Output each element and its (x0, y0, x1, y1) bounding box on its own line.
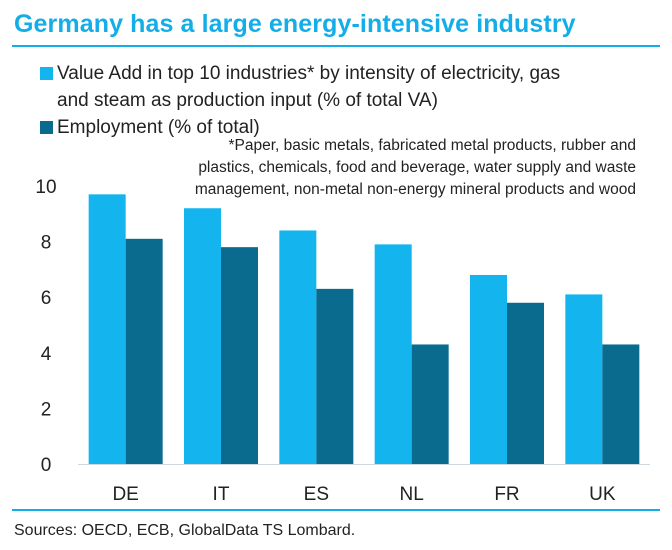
footnote: *Paper, basic metals, fabricated metal p… (195, 135, 636, 201)
y-tick-label-6: 6 (41, 288, 52, 309)
title-rule-top (12, 45, 660, 47)
x-tick-label-es: ES (304, 484, 329, 505)
bar-fr-employment (507, 302, 544, 464)
bar-nl-value-add (374, 244, 412, 464)
x-tick-label-nl: NL (400, 484, 424, 505)
bar-nl-employment (411, 344, 449, 464)
chart-title: Germany has a large energy-intensive ind… (14, 10, 576, 38)
x-tick-label-it: IT (213, 484, 230, 505)
bar-it-value-add (184, 208, 221, 464)
legend-label-employment: Employment (% of total) (57, 117, 260, 138)
bar-uk-value-add (565, 294, 603, 464)
legend-item-value-add: Value Add in top 10 industries* by inten… (40, 60, 560, 114)
bar-de-value-add (88, 194, 126, 464)
bar-es-employment (316, 288, 354, 464)
y-tick-label-8: 8 (41, 233, 52, 254)
bar-es-value-add (279, 230, 317, 464)
bar-it-employment (221, 247, 258, 464)
y-tick-label-10: 10 (35, 177, 56, 198)
y-tick-label-4: 4 (41, 344, 52, 365)
source-note: Sources: OECD, ECB, GlobalData TS Lombar… (14, 522, 356, 539)
legend: Value Add in top 10 industries* by inten… (40, 60, 560, 141)
legend-label-value-add-line1: Value Add in top 10 industries* by inten… (57, 63, 561, 84)
bar-uk-employment (602, 344, 640, 464)
legend-label-value-add-line2: and steam as production input (% of tota… (57, 90, 438, 111)
footnote-line-1: *Paper, basic metals, fabricated metal p… (228, 137, 636, 154)
legend-swatch-value-add (40, 67, 53, 80)
legend-item-employment: Employment (% of total) (40, 114, 560, 141)
bar-fr-value-add (470, 274, 507, 464)
x-tick-label-fr: FR (494, 484, 519, 505)
x-tick-label-de: DE (112, 484, 138, 505)
legend-swatch-employment (40, 121, 53, 134)
footnote-line-2: plastics, chemicals, food and beverage, … (198, 159, 636, 176)
footnote-line-3: management, non-metal non-energy mineral… (194, 181, 636, 198)
bar-de-employment (125, 238, 163, 464)
x-tick-label-uk: UK (589, 484, 616, 505)
y-tick-label-0: 0 (41, 455, 52, 476)
title-rule-bottom (12, 509, 660, 511)
y-tick-label-2: 2 (41, 399, 52, 420)
